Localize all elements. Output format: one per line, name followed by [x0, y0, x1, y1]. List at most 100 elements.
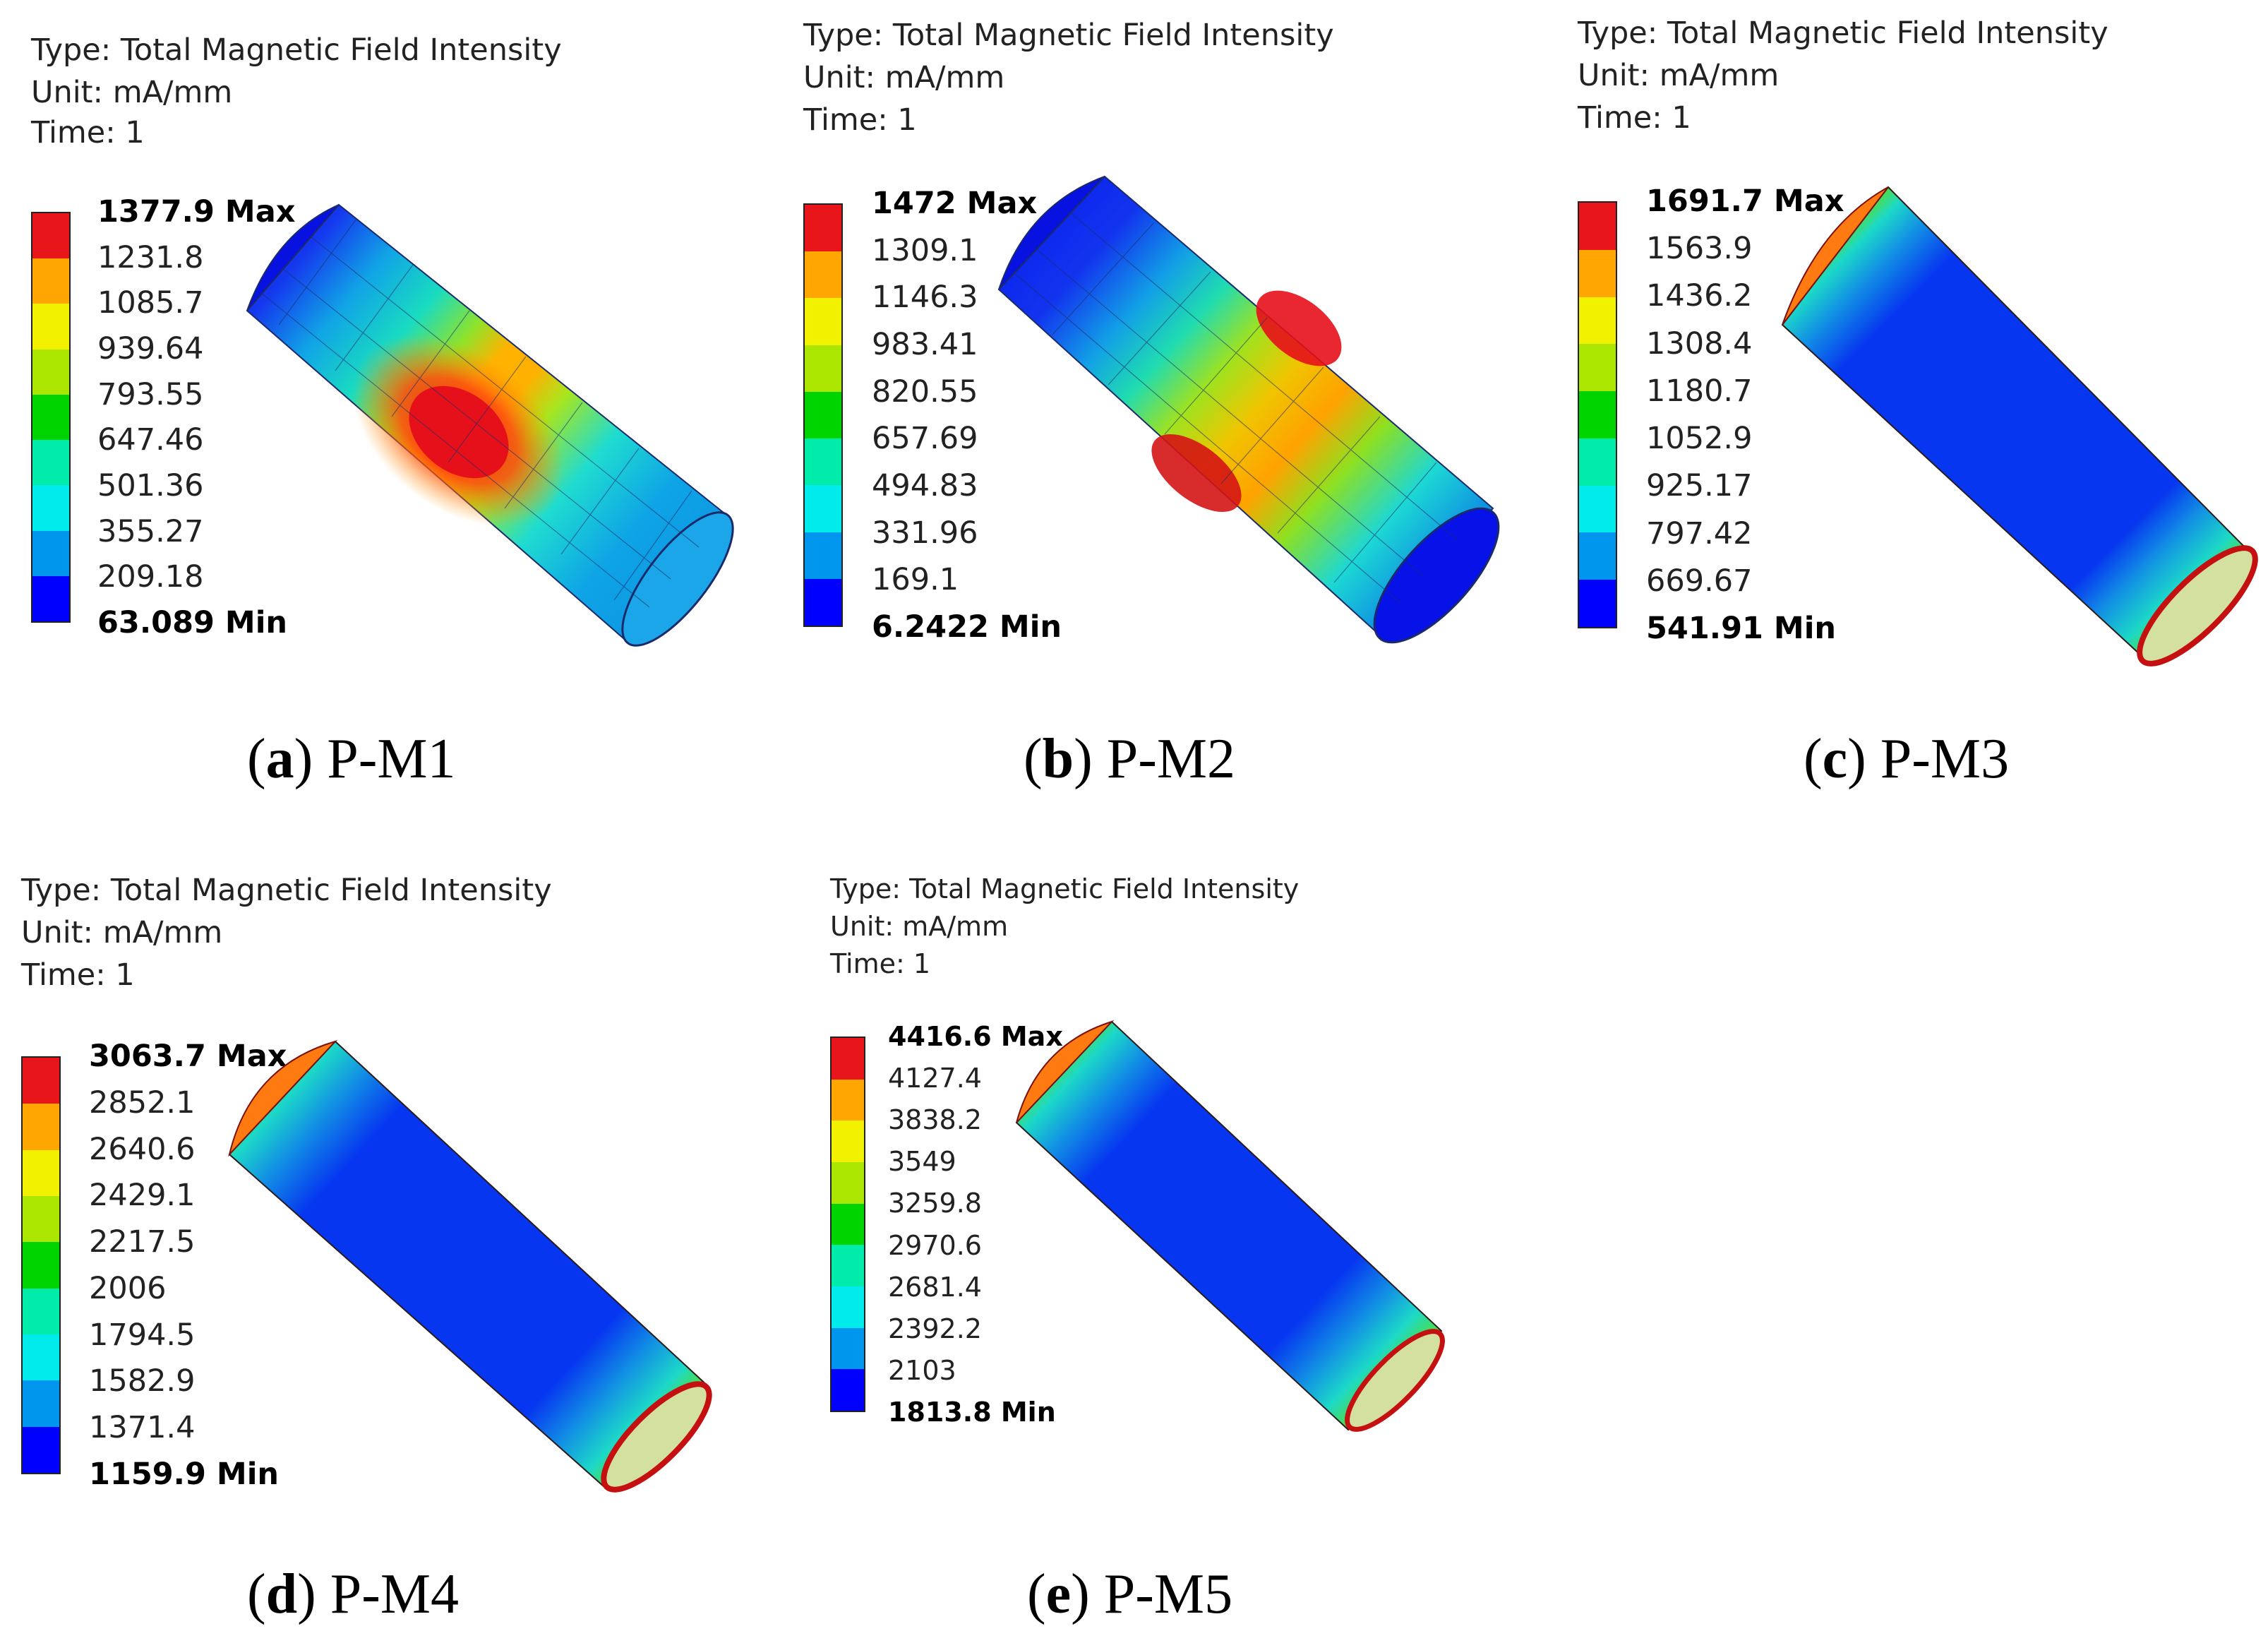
legend-color-band — [832, 1121, 864, 1162]
legend-value: 1472 Max — [872, 186, 1038, 221]
legend-value: 1231.8 — [97, 239, 204, 275]
legend-value: 647.46 — [97, 422, 204, 458]
legend-value: 2429.1 — [89, 1178, 196, 1214]
caption-letter: d — [265, 1563, 298, 1625]
legend-value: 2681.4 — [888, 1271, 982, 1303]
legend-value: 1582.9 — [89, 1363, 196, 1399]
legend-color-band — [32, 440, 69, 486]
time-label: Time: 1 — [1578, 100, 1691, 136]
legend-color-band — [32, 349, 69, 395]
legend-color-band — [832, 1162, 864, 1204]
legend-value: 1563.9 — [1646, 231, 1753, 267]
legend-color-band — [1579, 438, 1616, 486]
legend-color-band — [1579, 485, 1616, 533]
legend-value: 1180.7 — [1646, 373, 1753, 409]
legend-color-band — [32, 485, 69, 531]
legend-value: 2970.6 — [888, 1229, 982, 1261]
legend-color-band — [1579, 249, 1616, 297]
legend-value: 1159.9 Min — [89, 1457, 280, 1492]
type-label: Type: Total Magnetic Field Intensity — [1578, 16, 2108, 51]
legend-value: 355.27 — [97, 513, 204, 549]
time-label: Time: 1 — [31, 115, 145, 150]
legend-value: 797.42 — [1646, 515, 1753, 551]
legend-color-band — [832, 1079, 864, 1121]
caption-d: (d) P-M4 — [247, 1563, 460, 1625]
caption-letter: b — [1042, 728, 1074, 790]
type-label: Type: Total Magnetic Field Intensity — [21, 873, 552, 908]
legend-color-band — [23, 1149, 59, 1196]
legend-value: 657.69 — [872, 421, 978, 457]
caption-letter: e — [1045, 1563, 1072, 1625]
legend-value: 2006 — [89, 1270, 167, 1306]
legend-value: 1691.7 Max — [1646, 184, 1844, 219]
legend-color-band — [1579, 344, 1616, 392]
legend-value: 2392.2 — [888, 1313, 982, 1344]
legend-value: 1308.4 — [1646, 325, 1753, 362]
legend-value: 1052.9 — [1646, 421, 1753, 457]
legend-color-band — [23, 1196, 59, 1243]
legend-value: 541.91 Min — [1646, 611, 1837, 646]
caption-label: P-M1 — [327, 728, 456, 790]
legend-value: 1146.3 — [872, 280, 978, 316]
legend-color-band — [805, 391, 841, 439]
legend-color-band — [1579, 580, 1616, 627]
legend-color-band — [23, 1334, 59, 1381]
cylinder-field-plot — [246, 203, 734, 647]
caption-label: P-M3 — [1880, 728, 2010, 790]
caption-label: P-M5 — [1103, 1563, 1233, 1625]
cylinder-field-plot — [997, 175, 1500, 644]
legend-color-band — [805, 251, 841, 299]
legend-value: 793.55 — [97, 376, 204, 412]
legend-color-band — [23, 1288, 59, 1334]
legend-color-band — [805, 532, 841, 579]
legend-value: 494.83 — [872, 468, 978, 503]
unit-label: Unit: mA/mm — [803, 60, 1005, 95]
unit-label: Unit: mA/mm — [21, 915, 223, 950]
legend-color-band — [832, 1286, 864, 1328]
legend-value: 331.96 — [872, 515, 978, 551]
legend-color-band — [805, 438, 841, 486]
legend-value: 2852.1 — [89, 1085, 196, 1121]
cylinder-field-plot — [1015, 1020, 1445, 1432]
color-legend-bar — [1578, 201, 1617, 628]
caption-c: (c) P-M3 — [1804, 728, 2010, 790]
legend-color-band — [23, 1242, 59, 1289]
legend-color-band — [23, 1426, 59, 1473]
cylinder-field-plot — [228, 1040, 712, 1493]
legend-value: 1085.7 — [97, 285, 204, 321]
legend-color-band — [832, 1245, 864, 1286]
legend-color-band — [23, 1058, 59, 1104]
legend-value: 169.1 — [872, 562, 959, 598]
unit-label: Unit: mA/mm — [1578, 58, 1780, 93]
color-legend-bar — [830, 1036, 865, 1412]
caption-label: P-M2 — [1106, 728, 1236, 790]
legend-color-band — [805, 345, 841, 392]
caption-letter: c — [1822, 728, 1848, 790]
legend-color-band — [1579, 297, 1616, 345]
legend-value: 3259.8 — [888, 1188, 982, 1219]
legend-color-band — [32, 304, 69, 350]
legend-value: 63.089 Min — [97, 605, 288, 640]
caption-b: (b) P-M2 — [1024, 728, 1236, 790]
legend-value: 2640.6 — [89, 1131, 196, 1167]
legend-color-band — [832, 1327, 864, 1370]
time-label: Time: 1 — [803, 102, 917, 138]
legend-color-band — [805, 205, 841, 252]
caption-letter: a — [265, 728, 294, 790]
type-label: Type: Total Magnetic Field Intensity — [31, 32, 562, 68]
legend-value: 6.2422 Min — [872, 609, 1062, 645]
legend-value: 2217.5 — [89, 1224, 196, 1260]
legend-color-band — [32, 575, 69, 621]
legend-value: 1794.5 — [89, 1317, 196, 1353]
legend-color-band — [1579, 203, 1616, 250]
color-legend-bar — [21, 1056, 61, 1474]
legend-color-band — [32, 213, 69, 259]
color-legend-bar — [31, 212, 71, 623]
legend-value: 4127.4 — [888, 1063, 982, 1094]
legend-color-band — [832, 1203, 864, 1245]
legend-color-band — [32, 258, 69, 304]
legend-value: 939.64 — [97, 331, 204, 366]
legend-color-band — [805, 578, 841, 626]
legend-color-band — [32, 530, 69, 576]
legend-value: 669.67 — [1646, 563, 1753, 599]
